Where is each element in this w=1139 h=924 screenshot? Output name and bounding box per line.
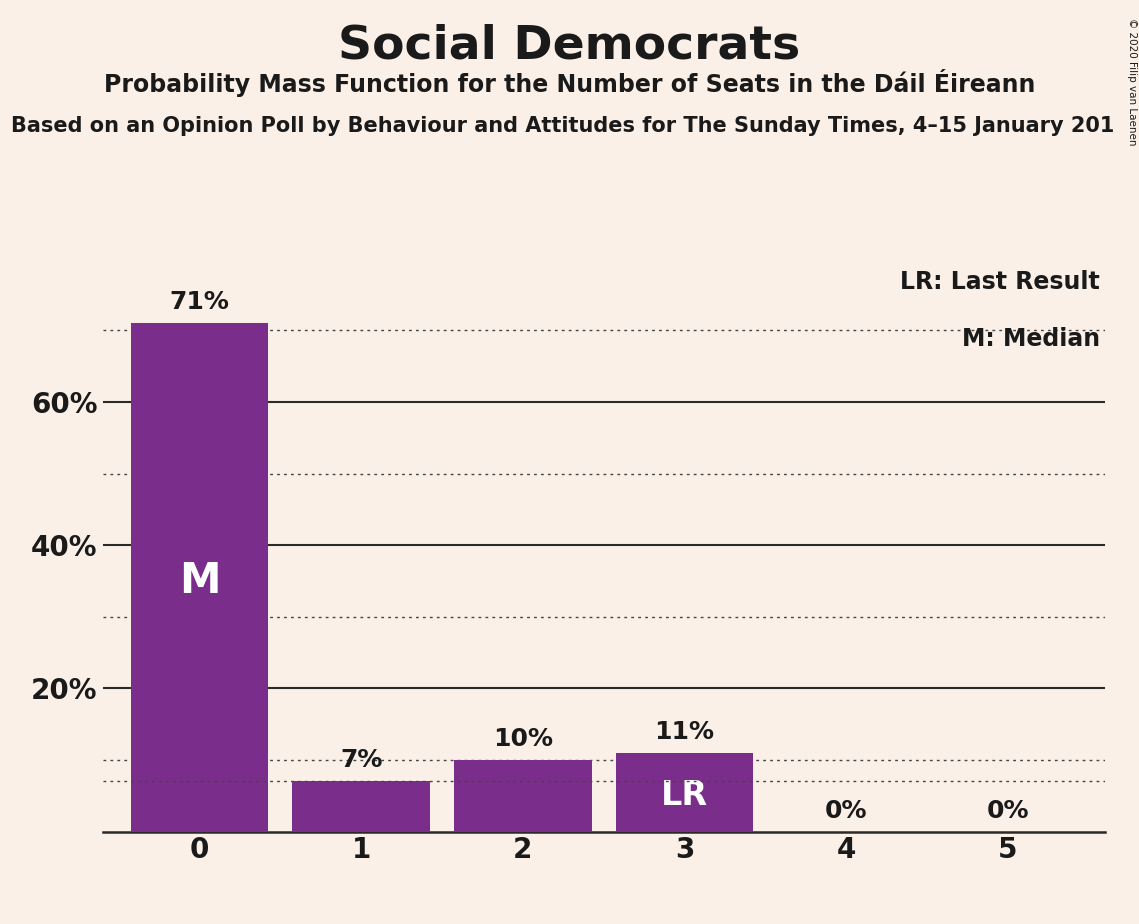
- Text: 0%: 0%: [825, 799, 868, 823]
- Text: 10%: 10%: [493, 726, 552, 750]
- Text: Social Democrats: Social Democrats: [338, 23, 801, 68]
- Text: 7%: 7%: [339, 748, 383, 772]
- Text: 11%: 11%: [655, 720, 714, 744]
- Text: Based on an Opinion Poll by Behaviour and Attitudes for The Sunday Times, 4–15 J: Based on an Opinion Poll by Behaviour an…: [11, 116, 1115, 136]
- Text: LR: Last Result: LR: Last Result: [900, 270, 1100, 294]
- Text: 0%: 0%: [986, 799, 1029, 823]
- Text: M: Median: M: Median: [961, 327, 1100, 351]
- Bar: [131, 323, 268, 832]
- Bar: [454, 760, 591, 832]
- Text: M: M: [179, 560, 220, 602]
- Text: © 2020 Filip van Laenen: © 2020 Filip van Laenen: [1126, 18, 1137, 146]
- Text: LR: LR: [661, 779, 708, 812]
- Bar: [293, 782, 429, 832]
- Text: Probability Mass Function for the Number of Seats in the Dáil Éireann: Probability Mass Function for the Number…: [104, 69, 1035, 97]
- Text: 71%: 71%: [170, 290, 229, 314]
- Bar: [616, 753, 753, 832]
